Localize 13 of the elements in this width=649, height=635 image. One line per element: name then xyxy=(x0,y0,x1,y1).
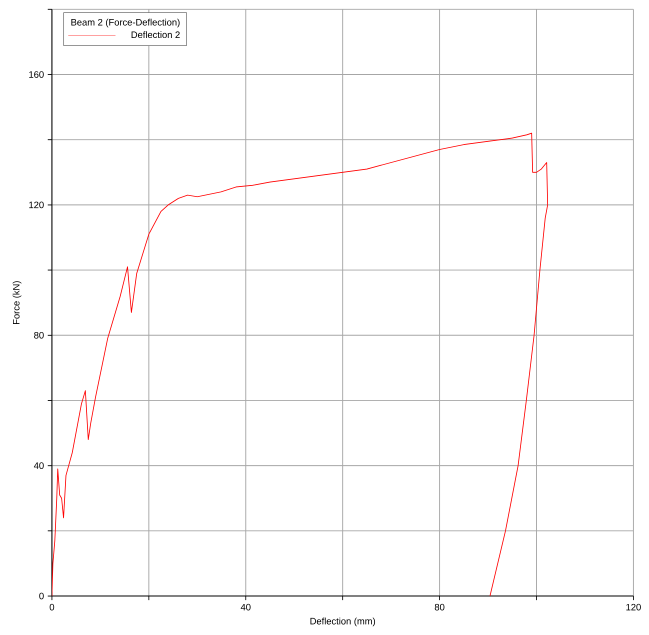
legend-title: Beam 2 (Force-Deflection) xyxy=(71,18,180,28)
text: Deflection 2 xyxy=(132,30,180,38)
x-tick-label: 120 xyxy=(626,604,641,610)
y-tick-label: 120 xyxy=(29,201,44,208)
x-tick-label: 40 xyxy=(240,604,251,610)
y-axis-title: Force (kN) xyxy=(12,280,22,324)
y-tick-label: 40 xyxy=(34,462,44,469)
y-tick-label: 0 xyxy=(39,592,44,600)
y-tick-label: 80 xyxy=(34,332,44,338)
x-tick-label: 80 xyxy=(434,604,444,610)
x-tick-label: 0 xyxy=(50,604,54,610)
x-axis-title: Deflection (mm) xyxy=(310,617,376,626)
y-tick-label: 160 xyxy=(29,70,44,78)
